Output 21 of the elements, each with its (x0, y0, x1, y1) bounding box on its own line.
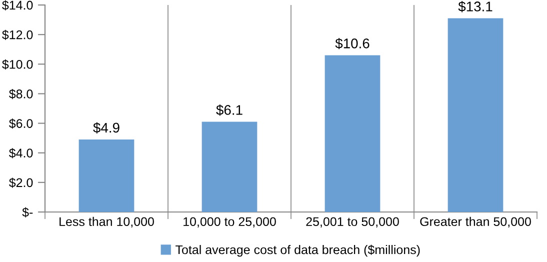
bar (78, 140, 134, 212)
bar (324, 55, 380, 212)
x-tick-label: Greater than 50,000 (420, 216, 531, 228)
data-label: $6.1 (216, 104, 242, 116)
y-tick-label: $14.0 (2, 0, 33, 10)
y-tick-label: $12.0 (2, 30, 33, 40)
bar (202, 122, 258, 212)
data-label: $10.6 (335, 38, 370, 50)
data-label: $13.1 (458, 0, 492, 12)
x-tick-label: 25,001 to 50,000 (306, 217, 399, 228)
bar (448, 18, 504, 212)
x-tick-label: Less than 10,000 (60, 216, 154, 228)
y-tick-label: $4.0 (9, 148, 33, 158)
y-tick-label: $6.0 (9, 118, 33, 129)
y-tick-label: $10.0 (2, 59, 33, 70)
y-tick-label: $- (22, 207, 33, 218)
y-tick-label: $2.0 (9, 178, 33, 188)
y-tick-label: $8.0 (9, 88, 33, 100)
data-label: $4.9 (93, 122, 120, 134)
legend-label: Total average cost of data breach ($millions) (176, 244, 420, 257)
x-tick-label: 10,000 to 25,000 (184, 217, 276, 228)
